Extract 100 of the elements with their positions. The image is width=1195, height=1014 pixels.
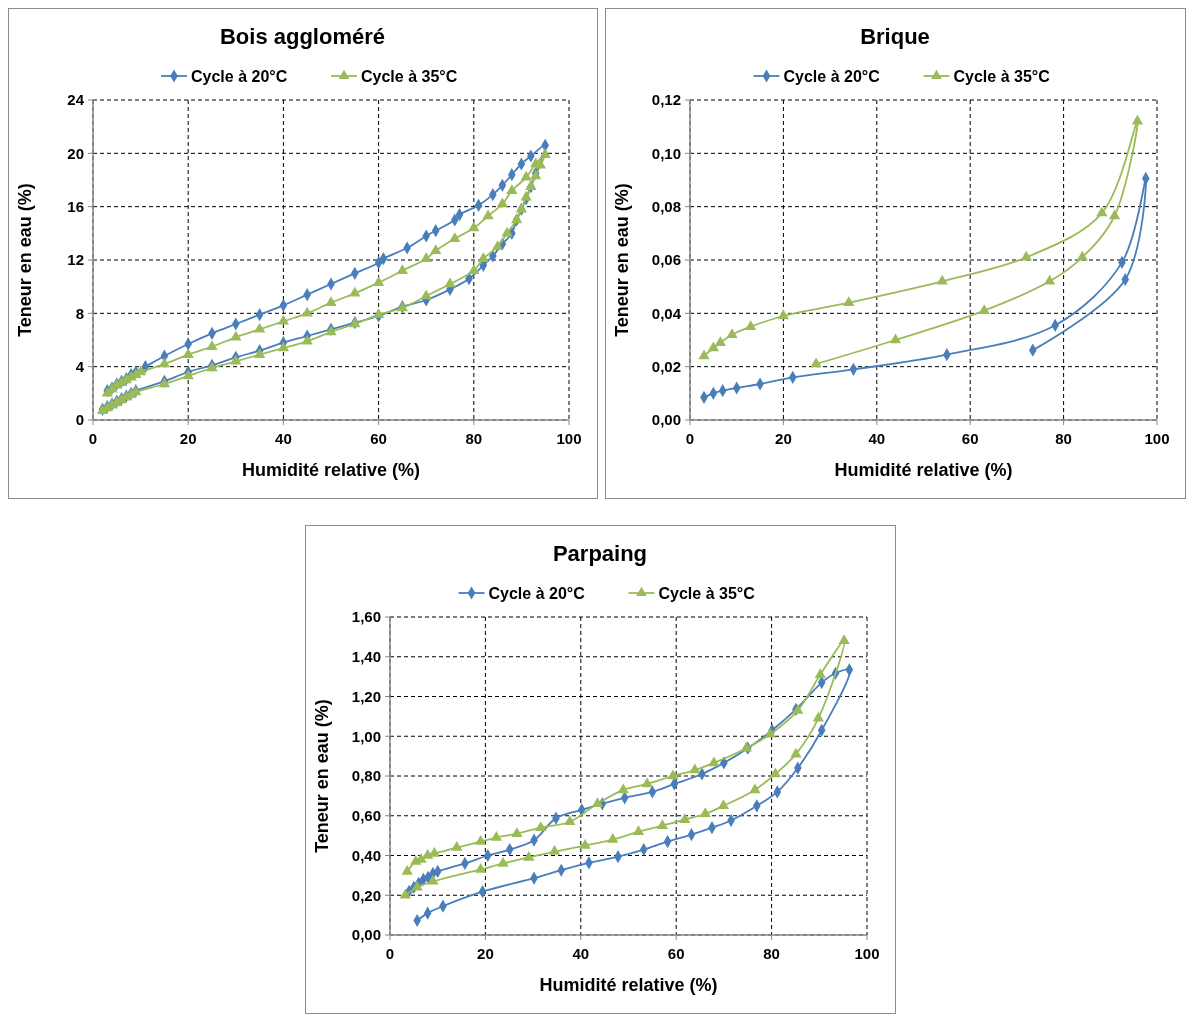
point (889, 333, 902, 344)
point (525, 180, 537, 190)
point (548, 845, 561, 855)
point (679, 813, 691, 823)
point (591, 797, 604, 808)
point (1043, 274, 1056, 285)
y-tick-label: 1,40 (351, 648, 381, 665)
point (496, 197, 508, 208)
point (936, 274, 948, 285)
point (978, 304, 990, 314)
point (790, 747, 802, 758)
chart-title: Bois aggloméré (219, 24, 386, 49)
point (468, 221, 480, 232)
y-tick-label: 20 (67, 144, 84, 162)
point (564, 815, 576, 825)
y-tick-label: 0,02 (651, 357, 681, 375)
point (401, 864, 413, 875)
x-tick-label: 40 (868, 430, 886, 447)
point (698, 349, 710, 360)
point (497, 856, 509, 867)
point (158, 357, 171, 368)
point (607, 833, 619, 843)
point (444, 277, 456, 288)
x-tick-label: 60 (667, 945, 685, 962)
point (506, 184, 518, 194)
point (399, 888, 411, 899)
point (301, 306, 313, 317)
y-tick-label: 1,20 (351, 687, 381, 705)
point (420, 289, 432, 300)
point (491, 240, 504, 250)
x-tick-label: 40 (572, 945, 590, 962)
point (1131, 114, 1144, 125)
point (1076, 250, 1088, 261)
point (411, 880, 423, 891)
point (372, 308, 385, 318)
x-tick-label: 100 (854, 945, 880, 962)
point (1108, 209, 1121, 220)
point (745, 320, 757, 330)
point (810, 357, 822, 368)
point (707, 341, 719, 352)
y-tick-label: 0,80 (351, 767, 381, 785)
y-tick-label: 1,00 (351, 727, 381, 745)
point (843, 296, 855, 306)
point (230, 330, 242, 341)
point (792, 703, 804, 714)
point (777, 309, 790, 320)
point (206, 340, 218, 350)
point (520, 190, 532, 201)
point (490, 831, 503, 841)
y-axis-title: Teneur en eau (%) (15, 183, 35, 337)
x-tick-label: 80 (763, 945, 780, 962)
x-tick-label: 100 (556, 430, 582, 447)
point (814, 668, 826, 678)
point (396, 264, 409, 274)
y-tick-label: 0,12 (651, 91, 681, 109)
y-tick-label: 12 (67, 251, 84, 269)
point (253, 348, 266, 358)
legend-label: Cycle à 20°C (191, 67, 288, 85)
x-tick-label: 0 (385, 945, 395, 962)
legend-label: Cycle à 20°C (488, 584, 586, 602)
point (474, 862, 487, 873)
x-tick-label: 80 (1055, 430, 1072, 447)
point (301, 334, 313, 345)
point (708, 756, 720, 767)
x-tick-label: 80 (465, 430, 483, 447)
point (511, 827, 523, 837)
point (699, 807, 711, 818)
x-tick-label: 20 (775, 430, 792, 447)
point (539, 148, 551, 158)
point (430, 244, 442, 254)
x-tick-label: 60 (961, 430, 979, 447)
point (325, 296, 337, 306)
legend-label: Cycle à 35°C (361, 67, 458, 85)
y-tick-label: 0,40 (351, 846, 381, 864)
x-axis-title: Humidité relative (%) (539, 975, 718, 995)
point (410, 854, 422, 865)
y-tick-label: 0,10 (651, 144, 681, 162)
y-tick-label: 0,04 (651, 304, 682, 322)
y-tick-label: 0 (75, 411, 84, 429)
y-tick-label: 0,06 (651, 251, 681, 269)
x-tick-label: 100 (1144, 430, 1170, 447)
legend-label: Cycle à 35°C (953, 67, 1051, 85)
point (726, 328, 738, 338)
y-tick-label: 0,20 (351, 886, 381, 904)
point (667, 769, 679, 780)
y-tick-label: 4 (75, 357, 85, 375)
y-tick-label: 1,60 (351, 608, 381, 626)
point (749, 783, 761, 794)
point (422, 848, 434, 859)
point (769, 767, 782, 778)
point (182, 369, 194, 380)
chart-title: Parpaing (552, 541, 648, 566)
point (182, 348, 194, 358)
point (230, 354, 242, 365)
x-axis-title: Humidité relative (%) (241, 460, 421, 480)
point (451, 841, 463, 851)
point (689, 763, 701, 774)
point (520, 170, 532, 181)
y-axis-title: Teneur en eau (%) (312, 699, 332, 853)
chart-title: Brique (860, 24, 930, 49)
